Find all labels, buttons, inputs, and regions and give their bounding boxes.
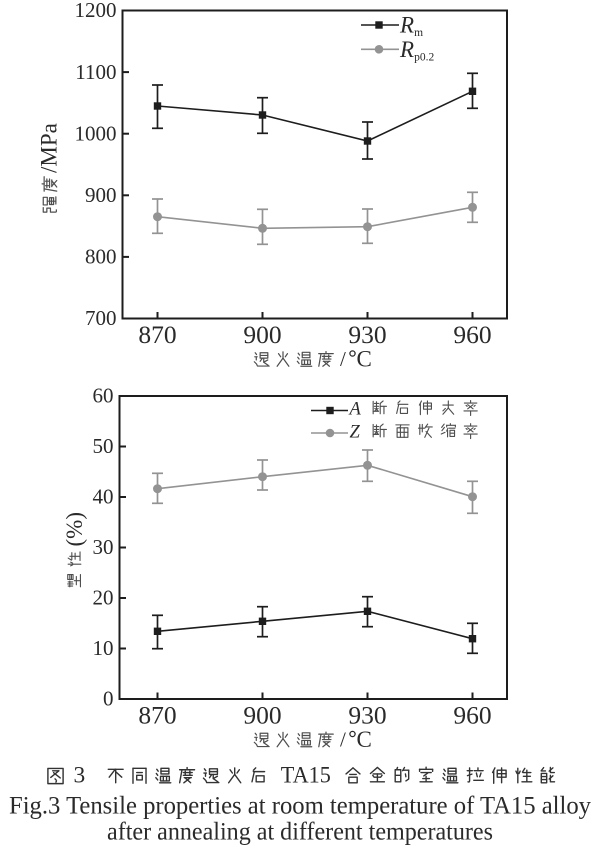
svg-text:50: 50 — [93, 434, 114, 458]
svg-text:Fig.3 Tensile properties at r: Fig.3 Tensile properties at room tempera… — [9, 793, 591, 820]
svg-text:(%): (%) — [62, 512, 87, 546]
svg-text:C: C — [357, 347, 372, 372]
svg-text:60: 60 — [93, 384, 114, 408]
svg-text:960: 960 — [453, 320, 491, 349]
svg-text:1100: 1100 — [75, 60, 116, 84]
svg-text:0: 0 — [103, 687, 114, 711]
svg-text:800: 800 — [85, 245, 117, 269]
svg-text:900: 900 — [243, 701, 281, 730]
svg-text:3: 3 — [74, 763, 86, 789]
svg-text:C: C — [357, 727, 372, 752]
svg-text:10: 10 — [93, 636, 114, 660]
svg-text:930: 930 — [348, 320, 386, 349]
svg-text:1000: 1000 — [75, 121, 117, 145]
svg-text:/: / — [340, 347, 346, 371]
svg-text:870: 870 — [138, 320, 176, 349]
svg-text:/MPa: /MPa — [37, 123, 62, 173]
svg-text:20: 20 — [93, 586, 114, 610]
svg-text:900: 900 — [85, 183, 117, 207]
svg-text:1200: 1200 — [75, 0, 117, 22]
svg-text:A: A — [348, 399, 362, 419]
svg-text:870: 870 — [138, 701, 176, 730]
svg-text:700: 700 — [85, 306, 117, 330]
svg-text:/: / — [340, 728, 346, 752]
svg-text:TA15: TA15 — [281, 763, 331, 789]
svg-text:40: 40 — [93, 485, 114, 509]
svg-text:960: 960 — [453, 701, 491, 730]
svg-text:30: 30 — [93, 535, 114, 559]
svg-text:Z: Z — [350, 422, 361, 442]
svg-text:after annealing at different t: after annealing at different temperature… — [107, 819, 493, 846]
svg-text:900: 900 — [243, 320, 281, 349]
svg-text:930: 930 — [348, 701, 386, 730]
